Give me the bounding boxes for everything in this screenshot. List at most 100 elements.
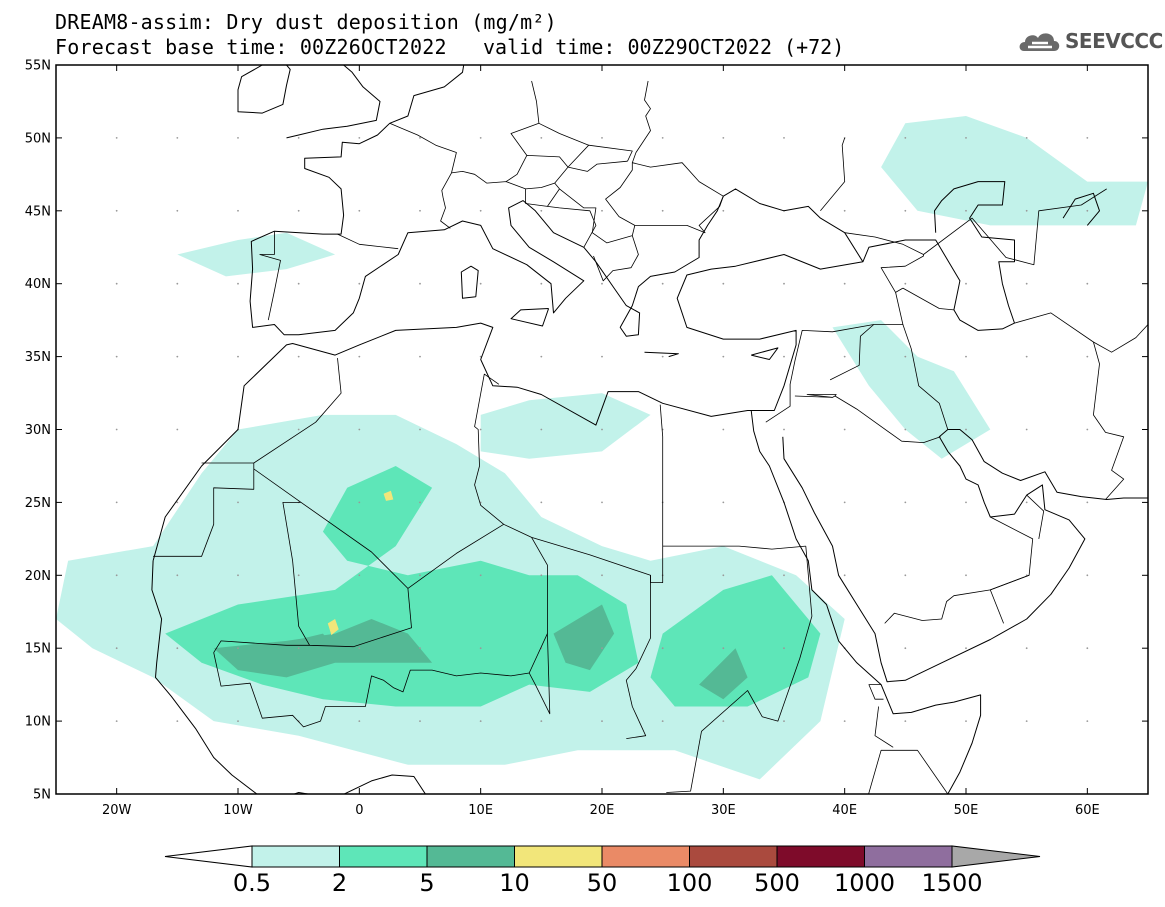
dust-area-4 bbox=[881, 116, 1148, 226]
grid-dot bbox=[661, 137, 664, 139]
grid-dot bbox=[722, 574, 725, 577]
lat-tick-label: 10N bbox=[25, 715, 51, 730]
grid-dot bbox=[419, 282, 421, 285]
coastline-10 bbox=[644, 351, 679, 358]
dust-area-10 bbox=[699, 648, 748, 700]
lon-tick-label: 20E bbox=[590, 803, 615, 818]
grid-dot bbox=[115, 574, 118, 577]
grid-dot bbox=[965, 501, 967, 504]
colorbar-bin-2 bbox=[426, 845, 515, 868]
grid-dot bbox=[479, 428, 482, 431]
grid-dot bbox=[965, 574, 967, 577]
grid-dot bbox=[722, 282, 725, 285]
grid-dot bbox=[722, 137, 725, 139]
grid-dot bbox=[904, 355, 907, 358]
grid-dot bbox=[1025, 501, 1028, 504]
grid-dot bbox=[297, 574, 300, 577]
grid-dot bbox=[237, 574, 239, 577]
grid-dot bbox=[297, 355, 300, 358]
border-38 bbox=[505, 144, 633, 182]
grid-dot bbox=[479, 282, 482, 285]
coastline-6 bbox=[286, 65, 381, 139]
grid-dot bbox=[237, 209, 239, 212]
lat-tick-label: 55N bbox=[25, 59, 51, 74]
grid-dot bbox=[176, 355, 179, 358]
border-6 bbox=[531, 404, 664, 583]
grid-dot bbox=[176, 574, 179, 577]
grid-dot bbox=[722, 720, 725, 722]
grid-dot bbox=[540, 282, 543, 285]
grid-dot bbox=[115, 647, 118, 650]
coastline-2 bbox=[750, 410, 982, 794]
border-8 bbox=[625, 575, 651, 739]
grid-dot bbox=[1025, 720, 1028, 722]
grid-dot bbox=[540, 720, 543, 722]
grid-dot bbox=[176, 428, 179, 431]
colorbar-bin-0 bbox=[251, 845, 340, 868]
grid-dot bbox=[843, 209, 846, 212]
axis-ticks: 55N 50N 45N 40N 35N 30N 25N 20N 15N 10N 5N 20W 10W 0 1… bbox=[25, 59, 1148, 818]
grid-dot bbox=[661, 282, 664, 285]
lon-tick-label: 10E bbox=[468, 803, 493, 818]
border-20 bbox=[923, 188, 1107, 266]
border-7 bbox=[662, 545, 806, 550]
grid-dot bbox=[783, 282, 785, 285]
grid-dot bbox=[419, 720, 421, 722]
grid-dot bbox=[843, 282, 846, 285]
grid-dot bbox=[1086, 720, 1089, 722]
grid-dot bbox=[176, 137, 179, 139]
border-25 bbox=[1093, 341, 1125, 500]
border-41 bbox=[337, 233, 399, 250]
colorbar-label: 2 bbox=[331, 869, 348, 897]
grid-dot bbox=[601, 501, 603, 504]
grid-dot bbox=[358, 647, 361, 650]
grid-dot bbox=[237, 137, 239, 139]
grid-dot bbox=[176, 209, 179, 212]
colorbar-bin-5 bbox=[689, 845, 778, 868]
grid-dot bbox=[783, 574, 785, 577]
border-27 bbox=[1093, 324, 1148, 353]
grid-dot bbox=[601, 574, 603, 577]
border-30 bbox=[631, 80, 724, 197]
border-29 bbox=[844, 232, 924, 255]
cloud-logo-icon bbox=[1019, 33, 1060, 51]
grid-dot bbox=[783, 428, 785, 431]
border-9 bbox=[213, 633, 551, 728]
lon-tick-label: 60E bbox=[1075, 803, 1100, 818]
grid-dot bbox=[419, 501, 421, 504]
grid-dot bbox=[176, 720, 179, 722]
grid-dot bbox=[904, 574, 907, 577]
lat-tick-label: 30N bbox=[25, 423, 51, 438]
border-0 bbox=[153, 463, 255, 557]
border-36 bbox=[525, 188, 560, 207]
colorbar-label: 1000 bbox=[833, 869, 896, 897]
grid-dot bbox=[176, 647, 179, 650]
grid-dot bbox=[1025, 209, 1028, 212]
grid-dot bbox=[479, 209, 482, 212]
coastline-4 bbox=[862, 181, 1015, 331]
dust-area-6 bbox=[650, 575, 821, 707]
grid-dot bbox=[479, 647, 482, 650]
grid-dot bbox=[904, 720, 907, 722]
colorbar-low-extend bbox=[164, 845, 253, 868]
grid-dot bbox=[358, 355, 361, 358]
grid-dot bbox=[722, 355, 725, 358]
grid-dot bbox=[783, 720, 785, 722]
coastline-7 bbox=[237, 65, 291, 114]
grid-dot bbox=[419, 574, 421, 577]
grid-dot bbox=[601, 720, 603, 722]
grid-dot bbox=[722, 501, 725, 504]
grid-dot bbox=[176, 282, 179, 285]
grid-dot bbox=[1086, 209, 1089, 212]
grid-dot bbox=[1086, 501, 1089, 504]
grid-dot bbox=[965, 137, 967, 139]
grid-dot bbox=[722, 647, 725, 650]
grid-dot bbox=[843, 355, 846, 358]
grid-dot bbox=[965, 428, 967, 431]
border-3 bbox=[213, 640, 310, 653]
border-14 bbox=[829, 324, 875, 381]
grid-dot bbox=[237, 720, 239, 722]
grid-dot bbox=[965, 720, 967, 722]
grid-dot bbox=[540, 501, 543, 504]
